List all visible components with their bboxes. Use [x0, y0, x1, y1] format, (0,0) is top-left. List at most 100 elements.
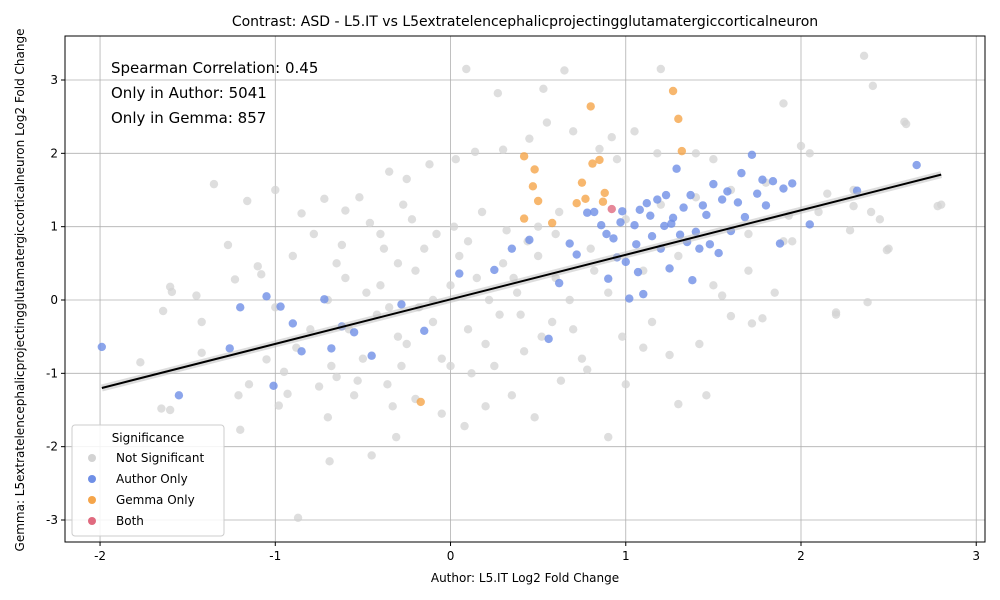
point-author-only	[633, 267, 643, 277]
point-gemma-only	[577, 178, 587, 187]
point-author-only	[665, 264, 674, 273]
point-not-significant	[365, 218, 375, 228]
point-author-only	[752, 189, 762, 198]
point-not-significant	[583, 365, 592, 374]
point-not-significant	[293, 513, 303, 522]
point-author-only	[565, 239, 574, 248]
point-not-significant	[332, 372, 341, 382]
point-not-significant	[519, 347, 529, 356]
x-tick-label: 2	[797, 549, 805, 563]
point-not-significant	[607, 133, 616, 142]
axis-ticks: -2 -1 0 1 2 3 -3 -2 -1 0 1 2 3	[46, 73, 980, 563]
point-author-only	[675, 230, 685, 239]
point-gemma-only	[674, 114, 683, 124]
point-not-significant	[568, 127, 578, 136]
y-tick-label: 3	[50, 73, 58, 87]
point-not-significant	[399, 200, 408, 209]
point-not-significant	[470, 147, 480, 157]
point-gemma-only	[519, 152, 529, 161]
point-author-only	[420, 326, 429, 335]
point-not-significant	[547, 317, 557, 327]
point-not-significant	[297, 209, 306, 218]
point-gemma-only	[598, 197, 608, 206]
x-axis-title: Author: L5.IT Log2 Fold Change	[431, 571, 619, 585]
point-not-significant	[332, 259, 341, 268]
point-not-significant	[274, 401, 283, 410]
point-not-significant	[314, 382, 324, 391]
point-author-only	[288, 319, 298, 328]
point-not-significant	[460, 421, 469, 431]
point-not-significant	[407, 215, 417, 224]
point-author-only	[490, 265, 499, 275]
legend-label-gemma-only: Gemma Only	[116, 493, 195, 507]
point-not-significant	[933, 201, 942, 211]
point-author-only	[686, 190, 695, 200]
point-not-significant	[747, 319, 757, 328]
point-not-significant	[779, 99, 788, 108]
point-author-only	[236, 303, 245, 312]
point-not-significant	[462, 64, 471, 74]
point-author-only	[642, 199, 651, 208]
point-author-only	[705, 240, 715, 249]
point-author-only	[597, 221, 606, 230]
point-author-only	[698, 201, 708, 210]
point-author-only	[740, 212, 750, 222]
point-not-significant	[639, 343, 648, 352]
point-author-only	[572, 250, 581, 259]
point-not-significant	[393, 259, 403, 268]
point-not-significant	[560, 66, 569, 75]
point-author-only	[679, 203, 688, 212]
point-not-significant	[556, 376, 566, 385]
legend-marker-both	[88, 517, 96, 525]
point-author-only	[276, 302, 285, 311]
point-author-only	[590, 207, 599, 217]
point-not-significant	[537, 332, 546, 341]
point-author-only	[621, 257, 630, 267]
point-not-significant	[866, 207, 876, 217]
point-author-only	[632, 240, 641, 249]
point-not-significant	[325, 457, 334, 466]
point-author-only	[695, 244, 704, 253]
point-not-significant	[402, 174, 411, 184]
point-author-only	[583, 208, 592, 217]
point-not-significant	[525, 134, 534, 143]
point-not-significant	[341, 273, 350, 283]
series-not-significant	[136, 51, 946, 522]
point-not-significant	[726, 311, 736, 321]
point-not-significant	[309, 229, 319, 239]
legend-title: Significance	[112, 431, 185, 445]
point-not-significant	[279, 367, 289, 377]
y-tick-label: 2	[50, 146, 58, 160]
legend-label-both: Both	[116, 514, 144, 528]
point-author-only	[653, 195, 662, 204]
point-author-only	[455, 269, 464, 278]
point-not-significant	[695, 339, 704, 349]
point-author-only	[779, 184, 788, 193]
point-not-significant	[823, 189, 832, 198]
point-not-significant	[702, 391, 711, 400]
point-not-significant	[320, 194, 329, 203]
point-not-significant	[863, 298, 872, 307]
legend-marker-author-only	[88, 475, 96, 483]
point-not-significant	[472, 273, 482, 283]
point-not-significant	[353, 376, 362, 385]
point-not-significant	[376, 229, 385, 239]
point-not-significant	[327, 361, 336, 371]
point-author-only	[647, 232, 657, 241]
point-not-significant	[379, 244, 389, 253]
y-axis-title: Gemma: L5extratelencephalicprojectingglu…	[13, 29, 27, 552]
point-not-significant	[539, 84, 548, 94]
point-not-significant	[490, 361, 499, 371]
point-not-significant	[551, 229, 560, 239]
point-not-significant	[411, 266, 420, 275]
point-not-significant	[157, 404, 166, 413]
point-not-significant	[674, 251, 683, 261]
point-not-significant	[446, 281, 455, 290]
point-not-significant	[674, 399, 683, 409]
point-not-significant	[384, 167, 394, 176]
point-not-significant	[467, 369, 476, 378]
point-not-significant	[565, 295, 574, 305]
point-not-significant	[477, 207, 487, 217]
point-gemma-only	[677, 146, 687, 156]
